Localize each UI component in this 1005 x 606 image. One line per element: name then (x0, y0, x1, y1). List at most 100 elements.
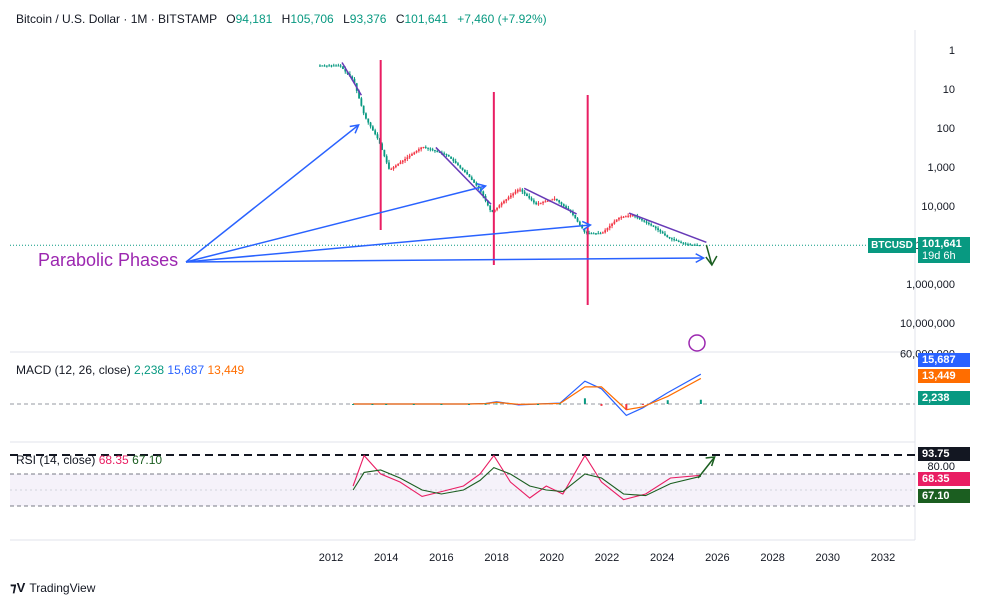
candle-body (565, 206, 567, 209)
candle-body (608, 225, 611, 229)
trend-line (628, 212, 707, 243)
candle-body (503, 201, 505, 204)
candle-body (620, 217, 623, 219)
candle-body (542, 202, 544, 204)
candle-body (544, 201, 547, 203)
ohlc-high: H105,706 (281, 12, 334, 26)
trend-line (341, 62, 363, 96)
candle-body (486, 200, 489, 206)
candle-body (673, 239, 676, 241)
candle-body (592, 233, 595, 235)
candle-body (413, 152, 416, 155)
rsi-axis-tick-label: 80.00 (927, 461, 955, 473)
candle-body (374, 130, 377, 135)
parabolic-arrow (185, 224, 591, 263)
candle-body (546, 200, 549, 202)
candle-body (507, 197, 510, 200)
symbol-title[interactable]: Bitcoin / U.S. Dollar · 1M · BITSTAMP (16, 12, 217, 26)
candle-body (684, 243, 687, 245)
macd-histogram-bar (537, 404, 539, 405)
candle-body (512, 193, 515, 196)
ohlc-open: O94,181 (226, 12, 273, 26)
candle-body (519, 189, 521, 191)
last-price-tag: 101,641 19d 6h (918, 237, 970, 263)
candle-body (597, 233, 600, 235)
candle-body (537, 203, 540, 205)
candle-body (514, 191, 517, 194)
candle-body (376, 134, 379, 139)
candle-body (388, 162, 390, 169)
candle-body (696, 244, 699, 246)
candle-body (367, 118, 370, 123)
candle-body (629, 215, 632, 217)
candle-body (682, 242, 685, 244)
candle-body (390, 168, 393, 170)
signal-value-tag: 13,449 (918, 369, 970, 383)
macd-legend[interactable]: MACD (12, 26, close) 2,238 15,687 13,449 (16, 363, 245, 377)
candle-body (454, 161, 457, 164)
candle-body (505, 199, 508, 202)
candle-body (491, 210, 494, 212)
candle-body (650, 224, 653, 226)
candle-body (383, 149, 386, 157)
candle-body (459, 165, 462, 168)
candle-body (687, 244, 689, 246)
hist-value-tag: 2,238 (918, 391, 970, 405)
macd-histogram-bar (412, 404, 415, 405)
candle-body (677, 240, 680, 242)
candle-body (675, 240, 678, 242)
candle-body (321, 65, 324, 67)
time-axis-tick-label: 2032 (871, 552, 895, 564)
candle-body (445, 154, 448, 156)
candle-body (381, 143, 383, 150)
candle-body (604, 230, 607, 233)
candle-body (463, 169, 466, 173)
rsi-value-tag: 68.35 (918, 472, 970, 486)
trend-line (523, 187, 577, 215)
symbol-header: Bitcoin / U.S. Dollar · 1M · BITSTAMP O9… (16, 12, 547, 26)
ohlc-close: C101,641 (395, 12, 448, 26)
candle-body (661, 231, 664, 234)
candle-body (399, 162, 402, 164)
candle-body (420, 147, 423, 150)
macd-histogram-bar (583, 398, 586, 404)
price-axis-tick-label: 10,000 (921, 201, 955, 213)
tradingview-brand[interactable]: ⁊V TradingView (10, 580, 96, 595)
candle-body (365, 113, 367, 119)
time-axis-tick-label: 2020 (540, 552, 564, 564)
ohlc-change: +7,460 (+7.92%) (457, 12, 547, 26)
candle-body (328, 65, 331, 67)
candle-body (470, 177, 473, 180)
candle-body (353, 78, 356, 84)
candle-body (330, 65, 333, 67)
candle-body (360, 98, 363, 106)
parabolic-phases-label[interactable]: Parabolic Phases (38, 250, 179, 270)
candle-body (641, 219, 643, 221)
price-axis-tick-label: 1,000 (927, 162, 955, 174)
candle-body (362, 105, 365, 114)
parabolic-arrow-head (581, 220, 592, 231)
candle-body (392, 167, 395, 169)
candle-body (452, 158, 455, 162)
candle-body (489, 205, 492, 211)
candle-body (521, 189, 524, 192)
ticker-tag: BTCUSD (868, 238, 916, 253)
price-axis-tick-label: 10 (943, 84, 955, 96)
candle-body (461, 167, 464, 170)
candle-body (509, 195, 512, 198)
macd-series-line (353, 373, 702, 417)
candle-body (429, 148, 432, 150)
candle-body (358, 90, 360, 99)
candle-body (689, 244, 692, 246)
parabolic-arrow-head (695, 253, 706, 264)
candle-body (434, 150, 436, 152)
candle-body (624, 216, 627, 218)
price-axis-tick-label: 100 (937, 123, 955, 135)
candle-body (691, 244, 694, 246)
candle-body (643, 220, 646, 222)
parabolic-arrow-head (349, 124, 360, 134)
candle-body (668, 237, 671, 239)
rsi-legend[interactable]: RSI (14, close) 68.35 67.10 (16, 453, 163, 467)
candle-body (622, 216, 625, 218)
